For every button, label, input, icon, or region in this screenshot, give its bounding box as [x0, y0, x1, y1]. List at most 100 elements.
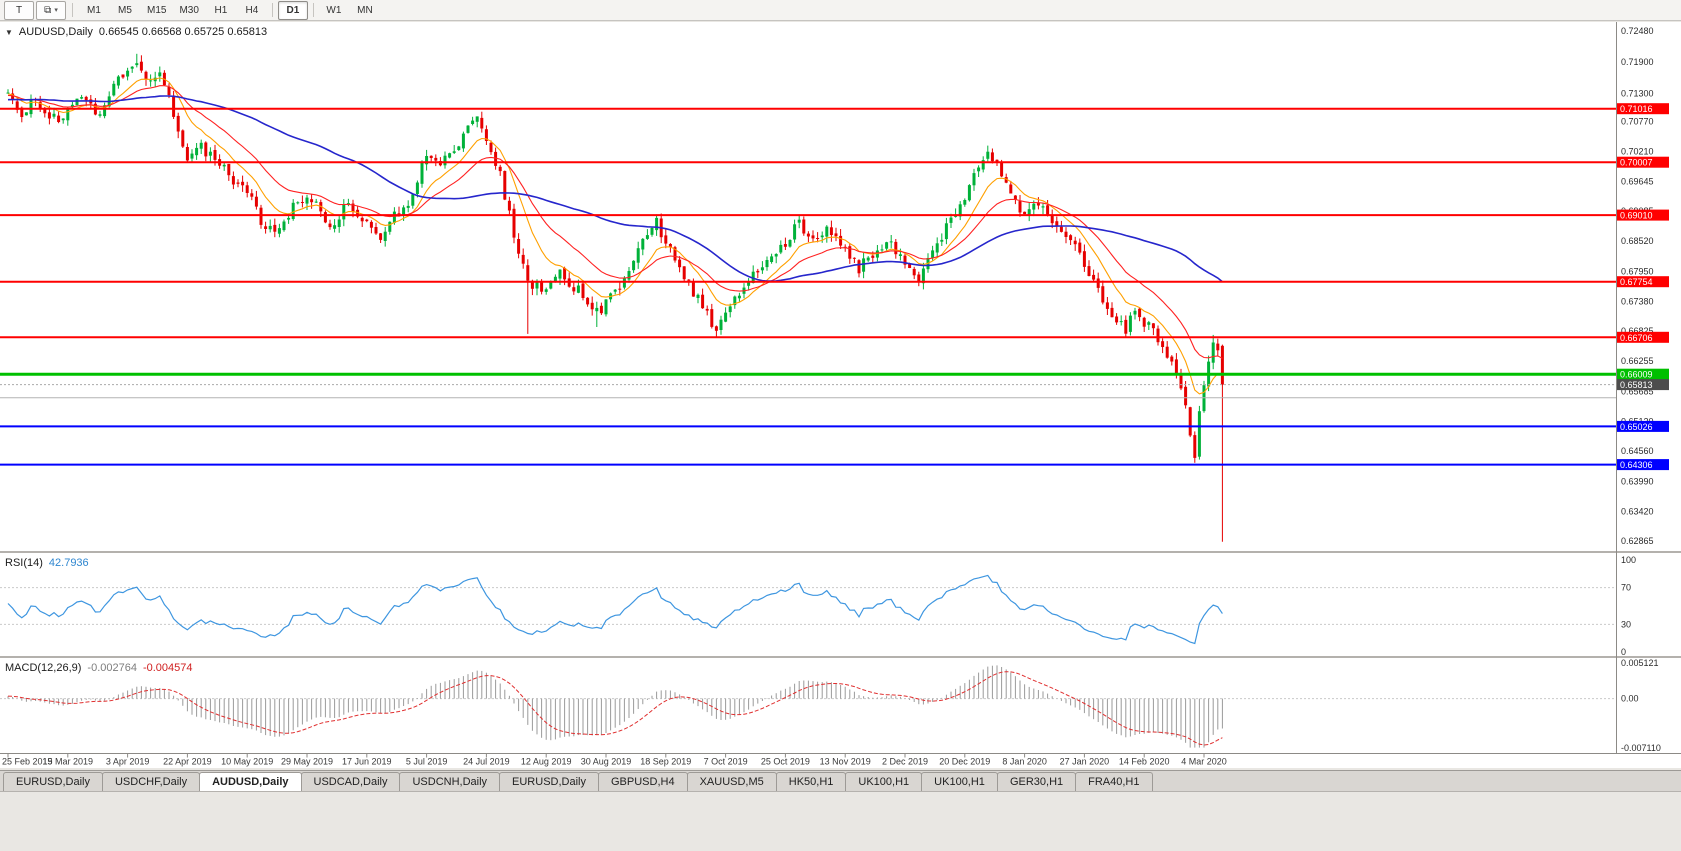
toolbar-separator [312, 3, 314, 17]
macd-histogram [7, 665, 1223, 748]
svg-text:0.66825: 0.66825 [1621, 326, 1654, 336]
ma-slow-line [7, 95, 1223, 283]
svg-text:0.67754: 0.67754 [1620, 277, 1653, 287]
svg-text:0.005121: 0.005121 [1621, 658, 1659, 668]
chart-tab-hk50-h1[interactable]: HK50,H1 [775, 772, 847, 791]
chart-tab-eurusd-daily[interactable]: EURUSD,Daily [3, 772, 103, 791]
macd-main-value: -0.002764 [87, 662, 137, 674]
chart-tab-eurusd-daily[interactable]: EURUSD,Daily [499, 772, 599, 791]
timeframe-button-m5[interactable]: M5 [118, 4, 132, 16]
price-tags: 0.71016 0.70007 0.69010 0.67754 0.66706 0.660… [1617, 103, 1669, 471]
rsi-indicator-label: RSI(14) 42.7936 [5, 557, 89, 569]
svg-text:-0.007110: -0.007110 [1621, 743, 1661, 753]
svg-text:5 Jul 2019: 5 Jul 2019 [406, 757, 448, 767]
objects-dropdown-button[interactable]: ⧉ ▾ [36, 0, 66, 20]
svg-text:0.65685: 0.65685 [1621, 386, 1654, 396]
timeframe-button-h4[interactable]: H4 [245, 4, 259, 16]
macd-name: MACD(12,26,9) [5, 662, 82, 674]
svg-text:100: 100 [1621, 555, 1636, 565]
chart-tab-usdcnh-daily[interactable]: USDCNH,Daily [399, 772, 501, 791]
svg-text:24 Jul 2019: 24 Jul 2019 [463, 757, 510, 767]
svg-text:0.63420: 0.63420 [1621, 507, 1654, 517]
svg-text:30 Aug 2019: 30 Aug 2019 [581, 757, 632, 767]
timeframe-button-w1[interactable]: W1 [326, 4, 342, 16]
chart-tab-bar: EURUSD,Daily USDCHF,Daily AUDUSD,Daily USDC… [0, 770, 1681, 792]
timeframe-button-mn[interactable]: MN [357, 4, 373, 16]
chart-tab-uk100-h1[interactable]: UK100,H1 [921, 772, 998, 791]
chart-tab-xauusd-m5[interactable]: XAUUSD,M5 [686, 772, 777, 791]
timeframe-button-m15[interactable]: M15 [147, 4, 167, 16]
svg-text:0.00: 0.00 [1621, 694, 1639, 704]
svg-text:0.67950: 0.67950 [1621, 266, 1654, 276]
chart-tab-uk100-h1[interactable]: UK100,H1 [845, 772, 923, 791]
svg-text:30: 30 [1621, 619, 1631, 629]
chart-symbol-label: AUDUSD,Daily [18, 26, 93, 38]
svg-text:25 Feb 2019: 25 Feb 2019 [2, 757, 53, 767]
svg-text:3 Apr 2019: 3 Apr 2019 [106, 757, 150, 767]
chart-tab-gbpusd-h4[interactable]: GBPUSD,H4 [598, 772, 688, 791]
svg-text:25 Oct 2019: 25 Oct 2019 [761, 757, 810, 767]
toolbar-separator [72, 3, 73, 17]
rsi-value: 42.7936 [48, 557, 89, 569]
svg-text:0: 0 [1621, 647, 1626, 657]
chart-tab-ger30-h1[interactable]: GER30,H1 [996, 772, 1077, 791]
chart-title: ▼ AUDUSD,Daily 0.66545 0.66568 0.65725 0… [5, 26, 267, 38]
svg-text:0.63990: 0.63990 [1621, 476, 1654, 486]
svg-text:13 Nov 2019: 13 Nov 2019 [820, 757, 871, 767]
chart-area: 0.72480 0.71900 0.71300 0.70770 0.70210 0.696… [0, 22, 1681, 768]
svg-text:70: 70 [1621, 583, 1631, 593]
chart-tab-usdchf-daily[interactable]: USDCHF,Daily [101, 772, 201, 791]
chart-ohlc-values: 0.66545 0.66568 0.65725 0.65813 [98, 26, 268, 38]
svg-text:0.62865: 0.62865 [1621, 536, 1654, 546]
timeframe-button-m1[interactable]: M1 [87, 4, 101, 16]
t-icon: T [15, 4, 23, 16]
svg-text:0.69010: 0.69010 [1620, 211, 1653, 221]
objects-icon: ⧉ [44, 4, 52, 16]
chart-tab-audusd-daily[interactable]: AUDUSD,Daily [199, 772, 302, 791]
timeframe-button-m30[interactable]: M30 [179, 4, 199, 16]
macd-signal-line [7, 671, 1223, 746]
chart-tab-usdcad-daily[interactable]: USDCAD,Daily [300, 772, 401, 791]
svg-text:20 Dec 2019: 20 Dec 2019 [939, 757, 990, 767]
svg-text:0.66009: 0.66009 [1620, 370, 1653, 380]
rsi-line [7, 574, 1223, 645]
collapse-triangle-icon[interactable]: ▼ [5, 27, 13, 37]
horizontal-level-lines[interactable] [0, 107, 1616, 466]
timeframe-toolbar: M1 M5 M15 M30 H1 H4 D1 W1 MN [79, 0, 380, 20]
ma-medium-line [7, 85, 1223, 359]
svg-text:0.66255: 0.66255 [1621, 356, 1654, 366]
svg-text:18 Sep 2019: 18 Sep 2019 [640, 757, 691, 767]
svg-text:0.68520: 0.68520 [1621, 236, 1654, 246]
svg-text:0.64560: 0.64560 [1621, 446, 1654, 456]
svg-text:14 Feb 2020: 14 Feb 2020 [1119, 757, 1170, 767]
svg-text:0.69645: 0.69645 [1621, 176, 1654, 186]
svg-text:0.72480: 0.72480 [1621, 26, 1654, 36]
svg-text:0.71300: 0.71300 [1621, 89, 1654, 99]
toolbar-button-t[interactable]: T [4, 0, 34, 20]
svg-text:15 Mar 2019: 15 Mar 2019 [43, 757, 94, 767]
svg-text:27 Jan 2020: 27 Jan 2020 [1060, 757, 1110, 767]
svg-text:0.71016: 0.71016 [1620, 104, 1653, 114]
svg-text:0.70210: 0.70210 [1621, 146, 1654, 156]
svg-text:0.65026: 0.65026 [1620, 422, 1653, 432]
macd-signal-value: -0.004574 [142, 662, 193, 674]
chart-canvas[interactable]: 0.72480 0.71900 0.71300 0.70770 0.70210 0.696… [0, 22, 1681, 768]
svg-text:8 Jan 2020: 8 Jan 2020 [1002, 757, 1047, 767]
svg-text:7 Oct 2019: 7 Oct 2019 [704, 757, 748, 767]
svg-text:0.70770: 0.70770 [1621, 117, 1654, 127]
macd-indicator-label: MACD(12,26,9) -0.002764 -0.004574 [5, 662, 193, 674]
timeframe-button-h1[interactable]: H1 [214, 4, 228, 16]
ma-fast-line [7, 77, 1223, 395]
chart-tab-fra40-h1[interactable]: FRA40,H1 [1075, 772, 1153, 791]
toolbar-separator [271, 3, 273, 17]
svg-text:12 Aug 2019: 12 Aug 2019 [521, 757, 572, 767]
svg-text:10 May 2019: 10 May 2019 [221, 757, 273, 767]
svg-text:0.70007: 0.70007 [1620, 158, 1653, 168]
svg-text:17 Jun 2019: 17 Jun 2019 [342, 757, 392, 767]
chevron-down-icon: ▾ [54, 7, 58, 14]
timeframe-button-d1[interactable]: D1 [277, 0, 308, 20]
svg-text:0.65813: 0.65813 [1620, 380, 1653, 390]
svg-text:4 Mar 2020: 4 Mar 2020 [1181, 757, 1227, 767]
svg-text:0.66706: 0.66706 [1620, 333, 1653, 343]
